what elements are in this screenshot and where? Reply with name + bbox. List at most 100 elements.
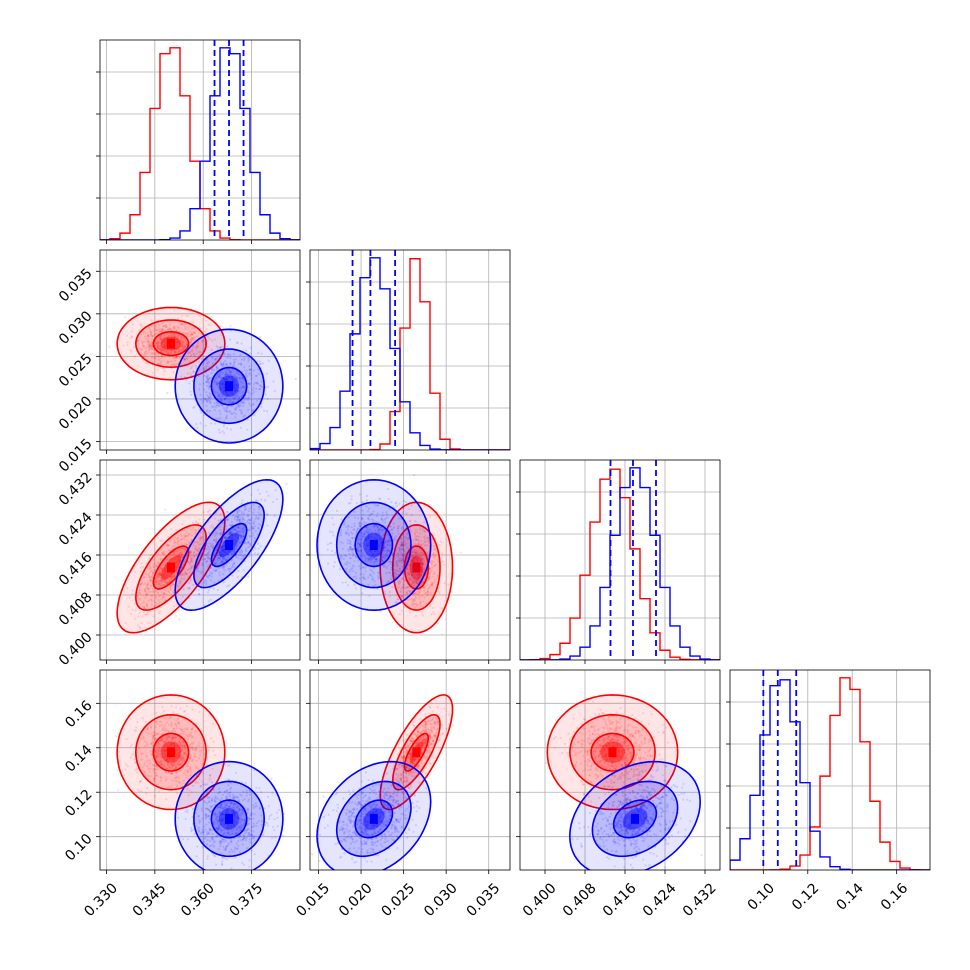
sample-point [215, 538, 218, 541]
sample-point [248, 528, 252, 531]
sample-point [249, 535, 252, 538]
sample-point [164, 324, 167, 327]
sample-point [139, 323, 142, 326]
sample-point [181, 573, 184, 577]
sample-point [239, 518, 242, 521]
sample-point [140, 333, 143, 336]
sample-point [207, 387, 210, 390]
sample-point [400, 590, 403, 593]
sample-point [370, 560, 373, 563]
sample-point [156, 362, 159, 365]
sample-point [190, 538, 193, 542]
sample-point [190, 333, 193, 336]
density-peak [166, 562, 175, 573]
sample-point [189, 330, 192, 333]
sample-point [414, 591, 417, 594]
sample-point [168, 544, 171, 548]
sample-point [178, 345, 181, 348]
sample-point [219, 416, 222, 419]
sample-point [170, 332, 173, 335]
sample-point [202, 553, 205, 556]
sample-point [195, 547, 198, 550]
sample-point [252, 402, 255, 405]
sample-point [416, 560, 419, 563]
sample-point [123, 316, 127, 319]
sample-point [201, 562, 204, 565]
sample-point [230, 405, 233, 408]
sample-point [233, 408, 237, 411]
sample-point [418, 528, 422, 531]
sample-point [217, 428, 221, 431]
sample-point [140, 566, 143, 569]
sample-point [438, 544, 441, 547]
sample-point [392, 527, 395, 530]
sample-point [216, 382, 219, 385]
axes-frame [519, 459, 721, 661]
sample-point [213, 517, 216, 520]
sample-point [407, 586, 410, 589]
sample-point [180, 348, 183, 351]
sample-point [224, 374, 227, 377]
sample-point [255, 515, 258, 518]
sample-point [372, 557, 375, 560]
sample-point [222, 581, 226, 584]
sample-point [150, 340, 153, 343]
sample-point [225, 391, 228, 394]
sample-point [215, 417, 218, 420]
sample-point [239, 551, 242, 554]
sample-point [170, 336, 173, 340]
sample-point [177, 558, 180, 561]
sample-point [209, 401, 212, 404]
sample-point [170, 533, 173, 536]
sample-point [257, 527, 260, 530]
sample-point [227, 375, 230, 378]
sample-point [244, 507, 248, 511]
sample-point [229, 532, 232, 536]
sample-point [383, 532, 386, 535]
sample-point [208, 563, 211, 566]
sample-point [346, 528, 349, 531]
sample-point [182, 347, 185, 350]
sample-point [223, 378, 226, 382]
sample-point [204, 558, 207, 561]
sample-point [413, 598, 416, 601]
sample-point [358, 522, 361, 525]
sample-point [223, 548, 226, 551]
sample-point [160, 579, 163, 582]
sample-point [170, 584, 173, 587]
sample-point [230, 537, 234, 541]
sample-point [423, 596, 426, 599]
sample-point [222, 362, 225, 365]
sample-point [423, 589, 426, 592]
sample-point [195, 345, 198, 348]
sample-point [382, 540, 385, 544]
sample-point [406, 532, 409, 535]
sample-point [183, 347, 186, 350]
sample-point [244, 397, 247, 400]
histogram-series-1 [520, 467, 720, 660]
sample-point [162, 576, 165, 579]
sample-point [412, 576, 415, 579]
sample-point [360, 517, 364, 520]
sample-point [247, 518, 250, 521]
sample-point [385, 572, 388, 575]
sample-point [412, 592, 415, 596]
sample-point [228, 401, 231, 404]
sample-point [159, 335, 162, 338]
sample-point [143, 345, 146, 348]
sample-point [167, 586, 170, 589]
sample-point [156, 572, 159, 575]
sample-point [228, 523, 231, 526]
sample-point [408, 568, 411, 571]
sample-point [210, 544, 213, 547]
sample-point [415, 538, 418, 542]
sample-point [242, 555, 245, 558]
sample-point [248, 396, 251, 399]
sample-point [173, 559, 176, 562]
sample-point [419, 566, 423, 569]
sample-point [178, 582, 181, 585]
sample-point [422, 560, 425, 563]
sample-point [207, 385, 210, 388]
sample-point [165, 346, 168, 349]
sample-point [233, 550, 236, 554]
